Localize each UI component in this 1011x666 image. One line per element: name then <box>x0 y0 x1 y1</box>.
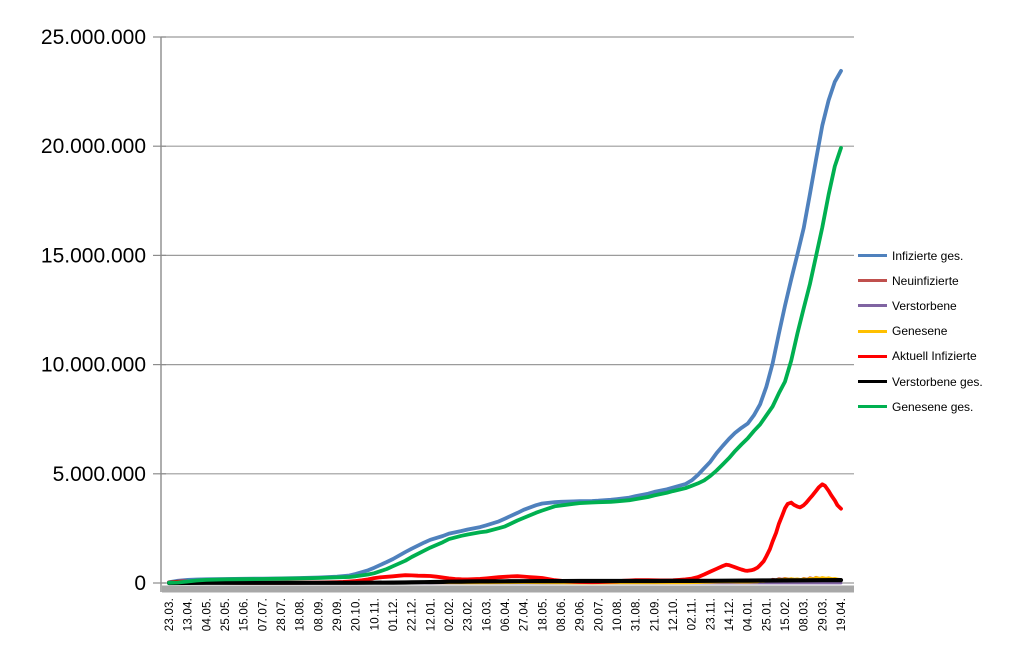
x-tick-label: 08.06. <box>556 598 568 631</box>
x-tick-label: 07.07. <box>257 598 269 631</box>
legend-line-swatch <box>858 380 887 384</box>
x-tick-label: 18.05. <box>537 598 549 631</box>
x-tick-label: 04.01. <box>743 598 755 631</box>
x-tick-label: 16.03. <box>481 598 493 631</box>
chart-legend: Infizierte ges. Neuinfizierte Verstorbene G… <box>858 243 983 419</box>
legend-label: Neuinfizierte <box>892 273 959 288</box>
legend-label: Genesene <box>892 324 948 339</box>
x-tick-label: 08.03. <box>799 598 811 631</box>
legend-label: Infizierte ges. <box>892 248 964 263</box>
x-tick-label: 23.11. <box>705 598 717 630</box>
legend-item-genesene: Genesene <box>858 319 983 344</box>
x-tick-label: 08.09. <box>313 598 325 631</box>
x-tick-label: 25.05. <box>220 598 232 631</box>
x-tick-label: 10.11. <box>369 598 381 630</box>
x-tick-label: 12.10. <box>668 598 680 631</box>
x-tick-label: 13.04. <box>183 598 195 631</box>
series-line-aktuell-infizierte <box>167 482 843 585</box>
legend-label: Verstorbene <box>892 298 957 313</box>
legend-item-verstorbene-ges: Verstorbene ges. <box>858 369 983 394</box>
x-tick-label: 21.09. <box>649 598 661 631</box>
y-tick-label: 25.000.000 <box>41 26 146 49</box>
x-tick-label: 01.12. <box>388 598 400 631</box>
x-tick-label: 20.07. <box>593 598 605 631</box>
x-tick-label: 18.08. <box>295 598 307 631</box>
legend-line-swatch <box>858 329 887 333</box>
legend-label: Genesene ges. <box>892 399 974 414</box>
legend-item-genesene-ges: Genesene ges. <box>858 394 983 419</box>
x-tick-label: 27.04. <box>519 598 531 631</box>
y-tick-label: 15.000.000 <box>41 244 146 267</box>
x-tick-label: 15.06. <box>239 598 251 631</box>
x-tick-label: 23.03. <box>164 598 176 631</box>
legend-line-swatch <box>858 254 887 258</box>
legend-line-swatch <box>858 279 887 283</box>
x-tick-label: 02.02. <box>444 598 456 631</box>
series-line-verstorbene-ges <box>166 578 844 586</box>
x-tick-label: 20.10. <box>351 598 363 631</box>
x-tick-label: 29.03. <box>817 598 829 631</box>
y-tick-label: 20.000.000 <box>41 135 146 158</box>
x-tick-label: 10.08. <box>612 598 624 631</box>
series-line-genesene-ges <box>167 146 843 585</box>
y-tick-label: 10.000.000 <box>41 354 146 377</box>
x-tick-label: 15.02. <box>780 598 792 631</box>
x-tick-label: 29.09. <box>332 598 344 631</box>
x-tick-label: 29.06. <box>575 598 587 631</box>
x-tick-label: 31.08. <box>631 598 643 631</box>
x-tick-label: 19.04. <box>836 598 848 631</box>
series-line-infizierte-ges <box>167 69 843 585</box>
x-tick-label: 02.11. <box>687 598 699 630</box>
x-tick-label: 22.12. <box>407 598 419 631</box>
legend-line-swatch <box>858 304 887 308</box>
x-tick-label: 25.01. <box>761 598 773 631</box>
legend-item-infizierte-ges: Infizierte ges. <box>858 243 983 268</box>
legend-label: Aktuell Infizierte <box>892 349 977 364</box>
x-tick-label: 12.01. <box>425 598 437 631</box>
legend-item-aktuell-infizierte: Aktuell Infizierte <box>858 344 983 369</box>
x-tick-label: 06.04. <box>500 598 512 631</box>
x-tick-label: 04.05. <box>201 598 213 631</box>
y-tick-label: 5.000.000 <box>53 463 146 486</box>
y-tick-label: 0 <box>134 572 146 595</box>
legend-label: Verstorbene ges. <box>892 374 983 389</box>
x-tick-label: 28.07. <box>276 598 288 631</box>
x-tick-label: 23.02. <box>463 598 475 631</box>
x-axis-band <box>162 585 854 593</box>
legend-line-swatch <box>858 405 887 409</box>
legend-line-swatch <box>858 354 887 358</box>
legend-item-verstorbene: Verstorbene <box>858 293 983 318</box>
x-tick-label: 14.12. <box>724 598 736 631</box>
legend-item-neuinfizierte: Neuinfizierte <box>858 268 983 293</box>
